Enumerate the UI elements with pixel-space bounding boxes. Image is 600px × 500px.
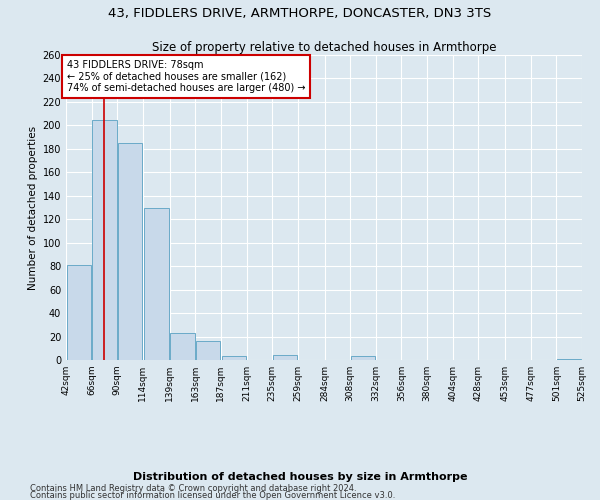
Y-axis label: Number of detached properties: Number of detached properties [28,126,38,290]
Text: Distribution of detached houses by size in Armthorpe: Distribution of detached houses by size … [133,472,467,482]
Title: Size of property relative to detached houses in Armthorpe: Size of property relative to detached ho… [152,41,496,54]
Bar [143,208,169,360]
Bar [92,120,116,360]
Bar [273,356,297,360]
Text: Contains HM Land Registry data © Crown copyright and database right 2024.: Contains HM Land Registry data © Crown c… [30,484,356,493]
Bar [557,359,581,360]
Bar [196,341,220,360]
Text: 43, FIDDLERS DRIVE, ARMTHORPE, DONCASTER, DN3 3TS: 43, FIDDLERS DRIVE, ARMTHORPE, DONCASTER… [109,8,491,20]
Bar [67,265,91,360]
Bar [118,143,142,360]
Bar [351,356,375,360]
Text: 43 FIDDLERS DRIVE: 78sqm
← 25% of detached houses are smaller (162)
74% of semi-: 43 FIDDLERS DRIVE: 78sqm ← 25% of detach… [67,60,305,93]
Text: Contains public sector information licensed under the Open Government Licence v3: Contains public sector information licen… [30,490,395,500]
Bar [170,333,194,360]
Bar [221,356,246,360]
